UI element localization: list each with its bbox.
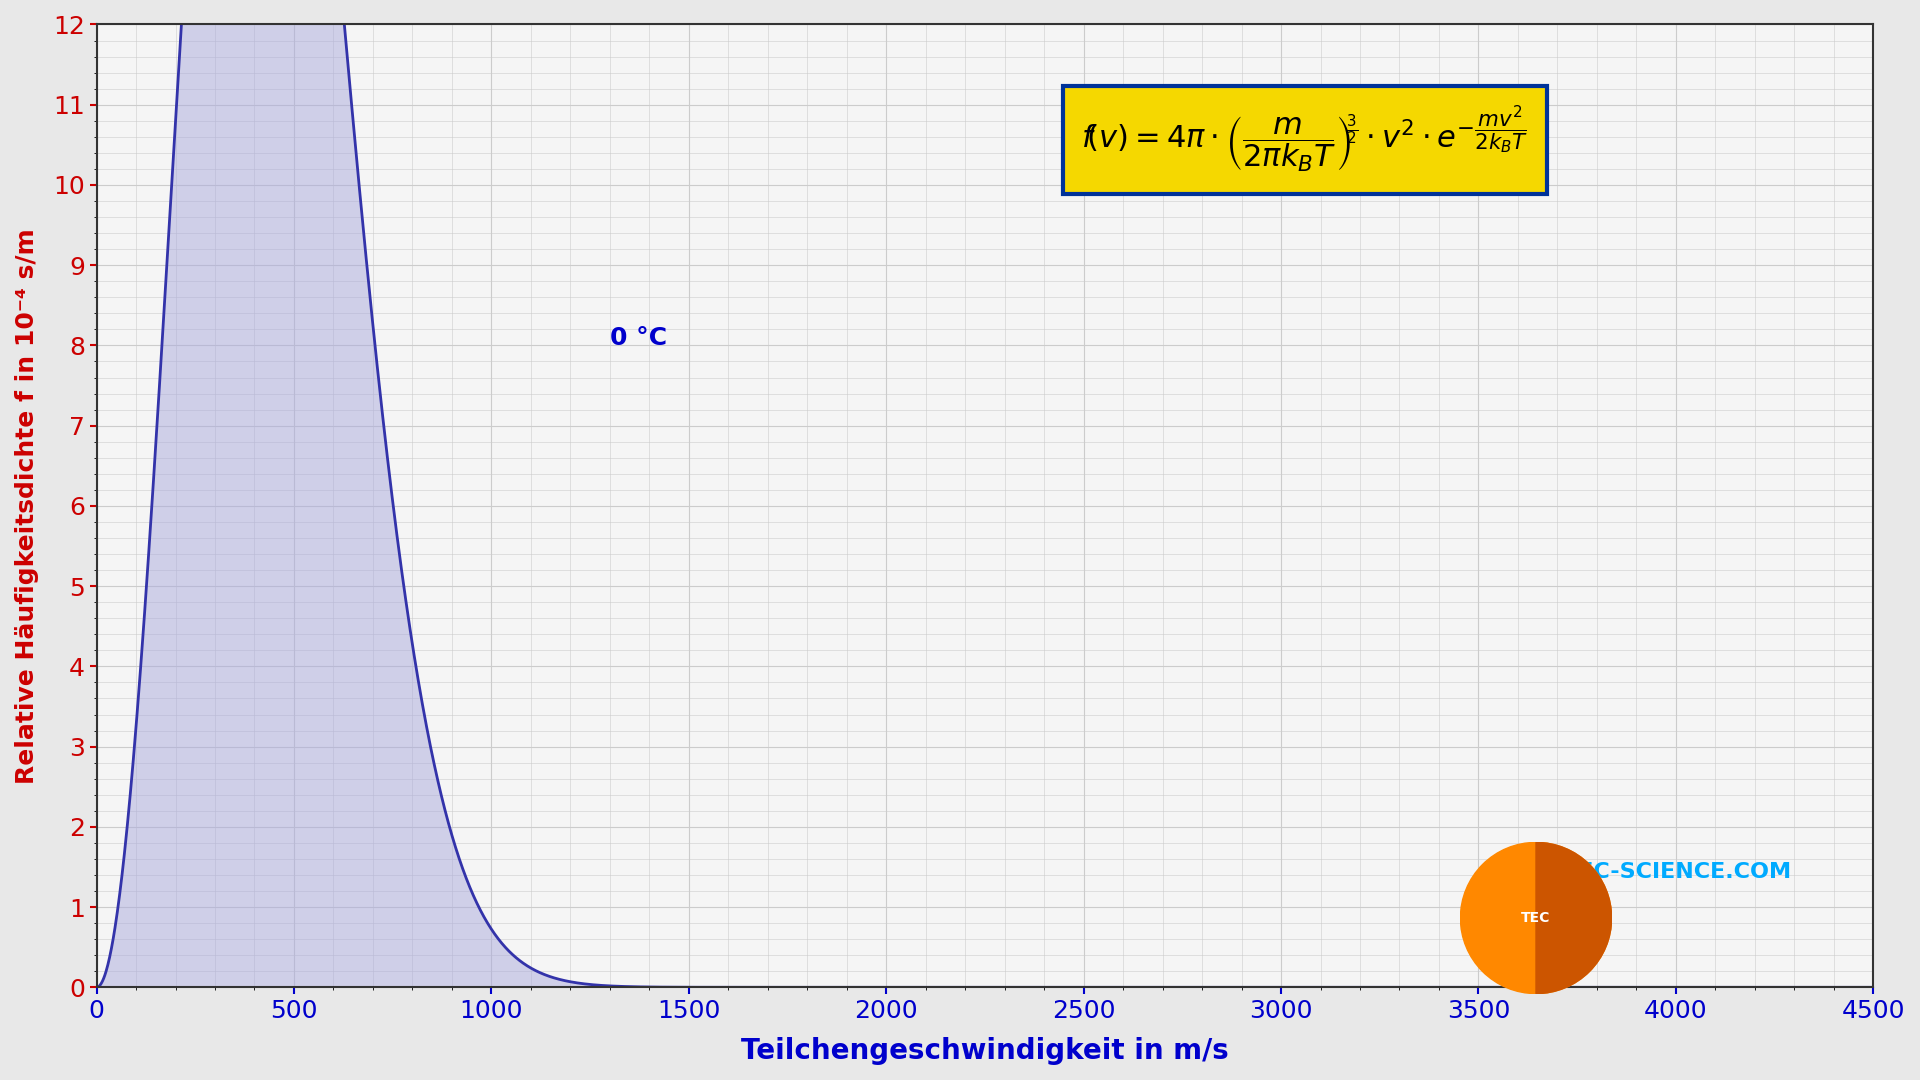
Text: TEC-SCIENCE.COM: TEC-SCIENCE.COM <box>1563 862 1791 881</box>
Text: $f\!\left(v\right)=4\pi\cdot\left(\dfrac{m}{2\pi k_B T}\right)^{\!\!\frac{3}{2}}: $f\!\left(v\right)=4\pi\cdot\left(\dfrac… <box>1081 105 1528 176</box>
Wedge shape <box>1536 842 1611 994</box>
Y-axis label: Relative Häufigkeitsdichte f in 10⁻⁴ s/m: Relative Häufigkeitsdichte f in 10⁻⁴ s/m <box>15 228 38 784</box>
Text: TEC: TEC <box>1521 912 1551 924</box>
X-axis label: Teilchengeschwindigkeit in m/s: Teilchengeschwindigkeit in m/s <box>741 1037 1229 1065</box>
Circle shape <box>1461 842 1611 994</box>
Text: 0 °C: 0 °C <box>611 326 666 350</box>
